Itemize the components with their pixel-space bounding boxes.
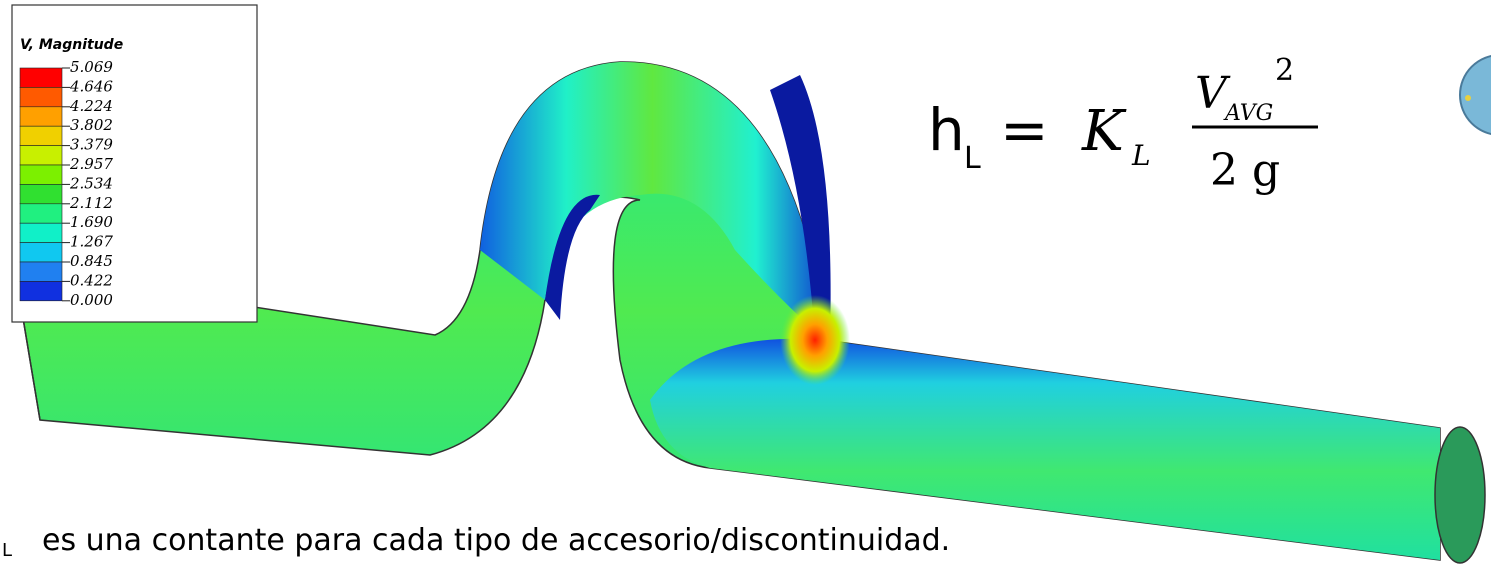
- eq-lhs: h: [928, 96, 965, 164]
- caption-text: es una contante para cada tipo de acceso…: [42, 523, 950, 558]
- legend: V, Magnitude 5.0694.6464.2243.8023.3792.…: [11, 4, 258, 323]
- legend-swatch: [19, 203, 63, 224]
- legend-swatch: [19, 67, 63, 88]
- legend-swatch: [19, 222, 63, 243]
- legend-swatch: [19, 87, 63, 108]
- legend-swatch: [19, 145, 63, 166]
- legend-label: 4.224: [69, 97, 113, 115]
- eq-coef-sub: L: [1131, 139, 1151, 172]
- legend-label: 2.534: [69, 174, 113, 192]
- eq-lhs-sub: L: [964, 141, 981, 176]
- legend-label: 3.802: [70, 116, 113, 134]
- caption-sub: L: [2, 540, 12, 561]
- legend-label: 5.069: [70, 58, 113, 76]
- pipe-render: [14, 61, 1486, 564]
- eq-denominator: 2 g: [1210, 145, 1280, 196]
- legend-title: V, Magnitude: [20, 37, 123, 53]
- legend-label: 1.690: [70, 213, 113, 231]
- legend-swatch: [19, 261, 63, 282]
- legend-swatch: [19, 184, 63, 205]
- legend-swatch: [19, 242, 63, 263]
- legend-label: 0.845: [70, 252, 113, 270]
- legend-label: 3.379: [70, 136, 113, 154]
- legend-label: 4.646: [69, 77, 113, 95]
- legend-label: 0.000: [70, 291, 113, 309]
- logo-fragment: [1459, 55, 1491, 135]
- legend-label: 2.957: [69, 155, 113, 173]
- legend-swatch: [19, 106, 63, 127]
- eq-numerator-exp: 2: [1275, 53, 1294, 88]
- eq-coef: K: [1081, 99, 1127, 164]
- legend-label: 0.422: [70, 271, 113, 289]
- legend-label: 2.112: [69, 194, 113, 212]
- legend-swatch: [19, 164, 63, 185]
- legend-swatch: [19, 281, 63, 302]
- equation: h L = K L V AVG 2 2 g: [928, 53, 1318, 196]
- legend-swatch: [19, 125, 63, 146]
- legend-label: 1.267: [70, 233, 113, 251]
- eq-equals: =: [1000, 96, 1049, 164]
- eq-numerator-sub: AVG: [1223, 101, 1273, 126]
- caption: L es una contante para cada tipo de acce…: [2, 523, 950, 561]
- eq-numerator: V: [1195, 68, 1231, 119]
